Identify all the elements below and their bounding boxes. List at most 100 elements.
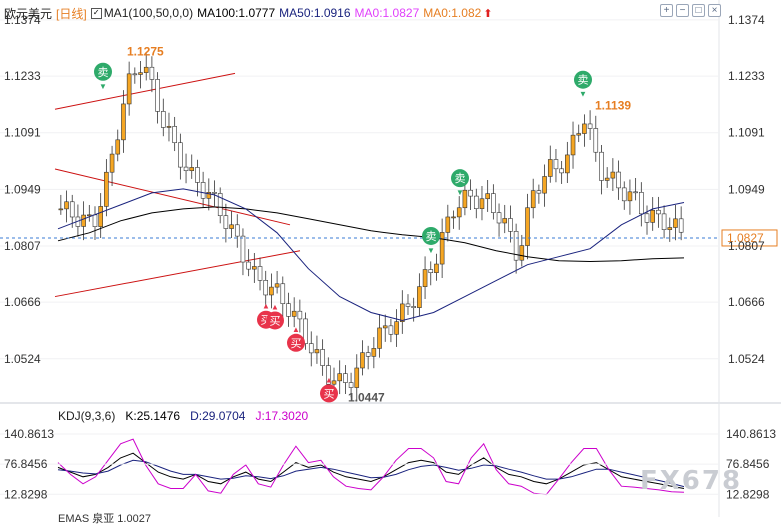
- candle-body: [547, 159, 553, 177]
- price-tick-left: 1.0666: [4, 295, 41, 309]
- price-annotation-low: 1.0447: [348, 390, 385, 404]
- candle-body: [360, 352, 365, 369]
- candle-body: [428, 269, 434, 273]
- candle-body: [582, 123, 587, 134]
- instrument-name[interactable]: 欧元美元: [4, 6, 53, 21]
- candle-body: [297, 310, 303, 320]
- up-arrow-icon: ⬆: [483, 7, 493, 20]
- candle-body: [200, 182, 206, 199]
- candle-body: [206, 192, 212, 199]
- ma1-label[interactable]: MA1(100,50,0,0): [103, 6, 194, 20]
- trendline: [54, 168, 291, 226]
- candle-body: [160, 111, 166, 128]
- period-label[interactable]: [日线]: [56, 6, 87, 21]
- kdj-header: KDJ(9,3,6) K:25.1476 D:29.0704 J:17.3020: [58, 409, 308, 423]
- kdj-lines: [57, 438, 685, 496]
- grid-lines: [0, 19, 719, 360]
- trendline: [54, 250, 301, 298]
- candle-body: [87, 214, 92, 217]
- candle-body: [542, 176, 547, 194]
- candle-body: [291, 310, 297, 317]
- kdj-line-k: [57, 452, 685, 489]
- candle-body: [485, 193, 490, 200]
- candle-body: [229, 224, 234, 229]
- fx678-watermark: FX678: [640, 466, 743, 496]
- maximize-button[interactable]: □: [692, 4, 705, 17]
- signal-badge: [266, 311, 284, 330]
- candle-body: [650, 209, 655, 223]
- candle-body: [149, 66, 155, 80]
- candle-body: [246, 261, 251, 270]
- kdj-axis: 140.8613 140.8613 76.8456 76.8456 12.8298 12.…: [0, 427, 776, 501]
- candle-body: [58, 208, 64, 211]
- candle-body: [519, 245, 525, 261]
- price-tick-left: 1.0949: [4, 182, 41, 196]
- candle-body: [513, 231, 519, 261]
- candle-body: [308, 343, 314, 354]
- trendline: [54, 72, 236, 110]
- candle-body: [559, 168, 564, 174]
- candle-body: [274, 283, 280, 288]
- candle-body: [468, 189, 473, 197]
- candle-body: [326, 365, 331, 385]
- candle-body: [121, 103, 126, 141]
- add-indicator-button[interactable]: +: [660, 4, 673, 17]
- minimize-button[interactable]: −: [676, 4, 689, 17]
- current-price-line: 1.0827: [0, 229, 778, 247]
- candle-body: [411, 306, 416, 308]
- kdj-k-value: K:25.1476: [125, 409, 181, 423]
- candle-body: [525, 207, 530, 246]
- candle-body: [593, 128, 599, 153]
- candle-body: [491, 193, 496, 213]
- candle-body: [434, 263, 439, 273]
- signal-arrow: ▲: [262, 302, 270, 311]
- kdj-tick-right: 76.8456: [726, 457, 770, 471]
- candle-body: [627, 191, 633, 202]
- candle-body: [439, 232, 445, 265]
- candle-body: [183, 166, 189, 172]
- candle-body: [269, 286, 274, 296]
- ma0-label-orange: MA0:1.082: [423, 6, 482, 20]
- ma-line-ma100: [57, 206, 685, 263]
- candle-body: [314, 349, 320, 354]
- footer-partial-label: EMAS 泉亚 1.0027: [58, 513, 151, 525]
- buy-signal: 买▲: [266, 302, 284, 330]
- candle-body: [178, 142, 183, 168]
- candle-body: [69, 201, 75, 218]
- signal-text: 卖: [455, 172, 466, 185]
- signal-text: 卖: [578, 74, 589, 87]
- candle-body: [405, 303, 411, 307]
- candle-body: [417, 286, 422, 308]
- candle-body: [331, 380, 337, 385]
- checkbox-icon[interactable]: ✓: [90, 7, 102, 19]
- candle-body: [502, 218, 508, 224]
- price-annotation-high: 1.1139: [595, 99, 631, 113]
- candle-body: [661, 213, 667, 230]
- price-tick-right: 1.1233: [728, 69, 765, 83]
- candle-body: [212, 192, 217, 194]
- candle-body: [257, 266, 263, 281]
- candlesticks: [58, 53, 684, 402]
- close-button[interactable]: ×: [708, 4, 721, 17]
- kdj-title[interactable]: KDJ(9,3,6): [58, 409, 116, 423]
- signal-arrow: ▲: [292, 325, 300, 334]
- candle-body: [223, 215, 229, 229]
- chart-header: 欧元美元 [日线] ✓ MA1(100,50,0,0) MA100:1.0777…: [4, 4, 497, 22]
- candle-body: [382, 325, 388, 329]
- candle-body: [462, 189, 468, 209]
- price-tick-left: 1.1233: [4, 69, 41, 83]
- candle-body: [656, 209, 661, 215]
- signal-text: 买: [261, 314, 272, 327]
- candle-body: [98, 206, 103, 227]
- price-annotations: 1.1275 1.1139 1.0447: [127, 44, 631, 404]
- candle-body: [189, 167, 195, 172]
- trade-signals: 卖▼卖▼卖▼卖▼买▲买▲买▲买▲: [94, 62, 592, 403]
- signal-arrow: ▼: [456, 188, 464, 197]
- price-tick-left: 1.1374: [4, 13, 41, 27]
- ma0-label-magenta: MA0:1.0827: [354, 6, 420, 20]
- current-price-text: 1.0827: [727, 231, 764, 245]
- signal-badge: [422, 226, 440, 245]
- candle-body: [104, 171, 109, 207]
- kdj-tick-left: 140.8613: [4, 427, 54, 441]
